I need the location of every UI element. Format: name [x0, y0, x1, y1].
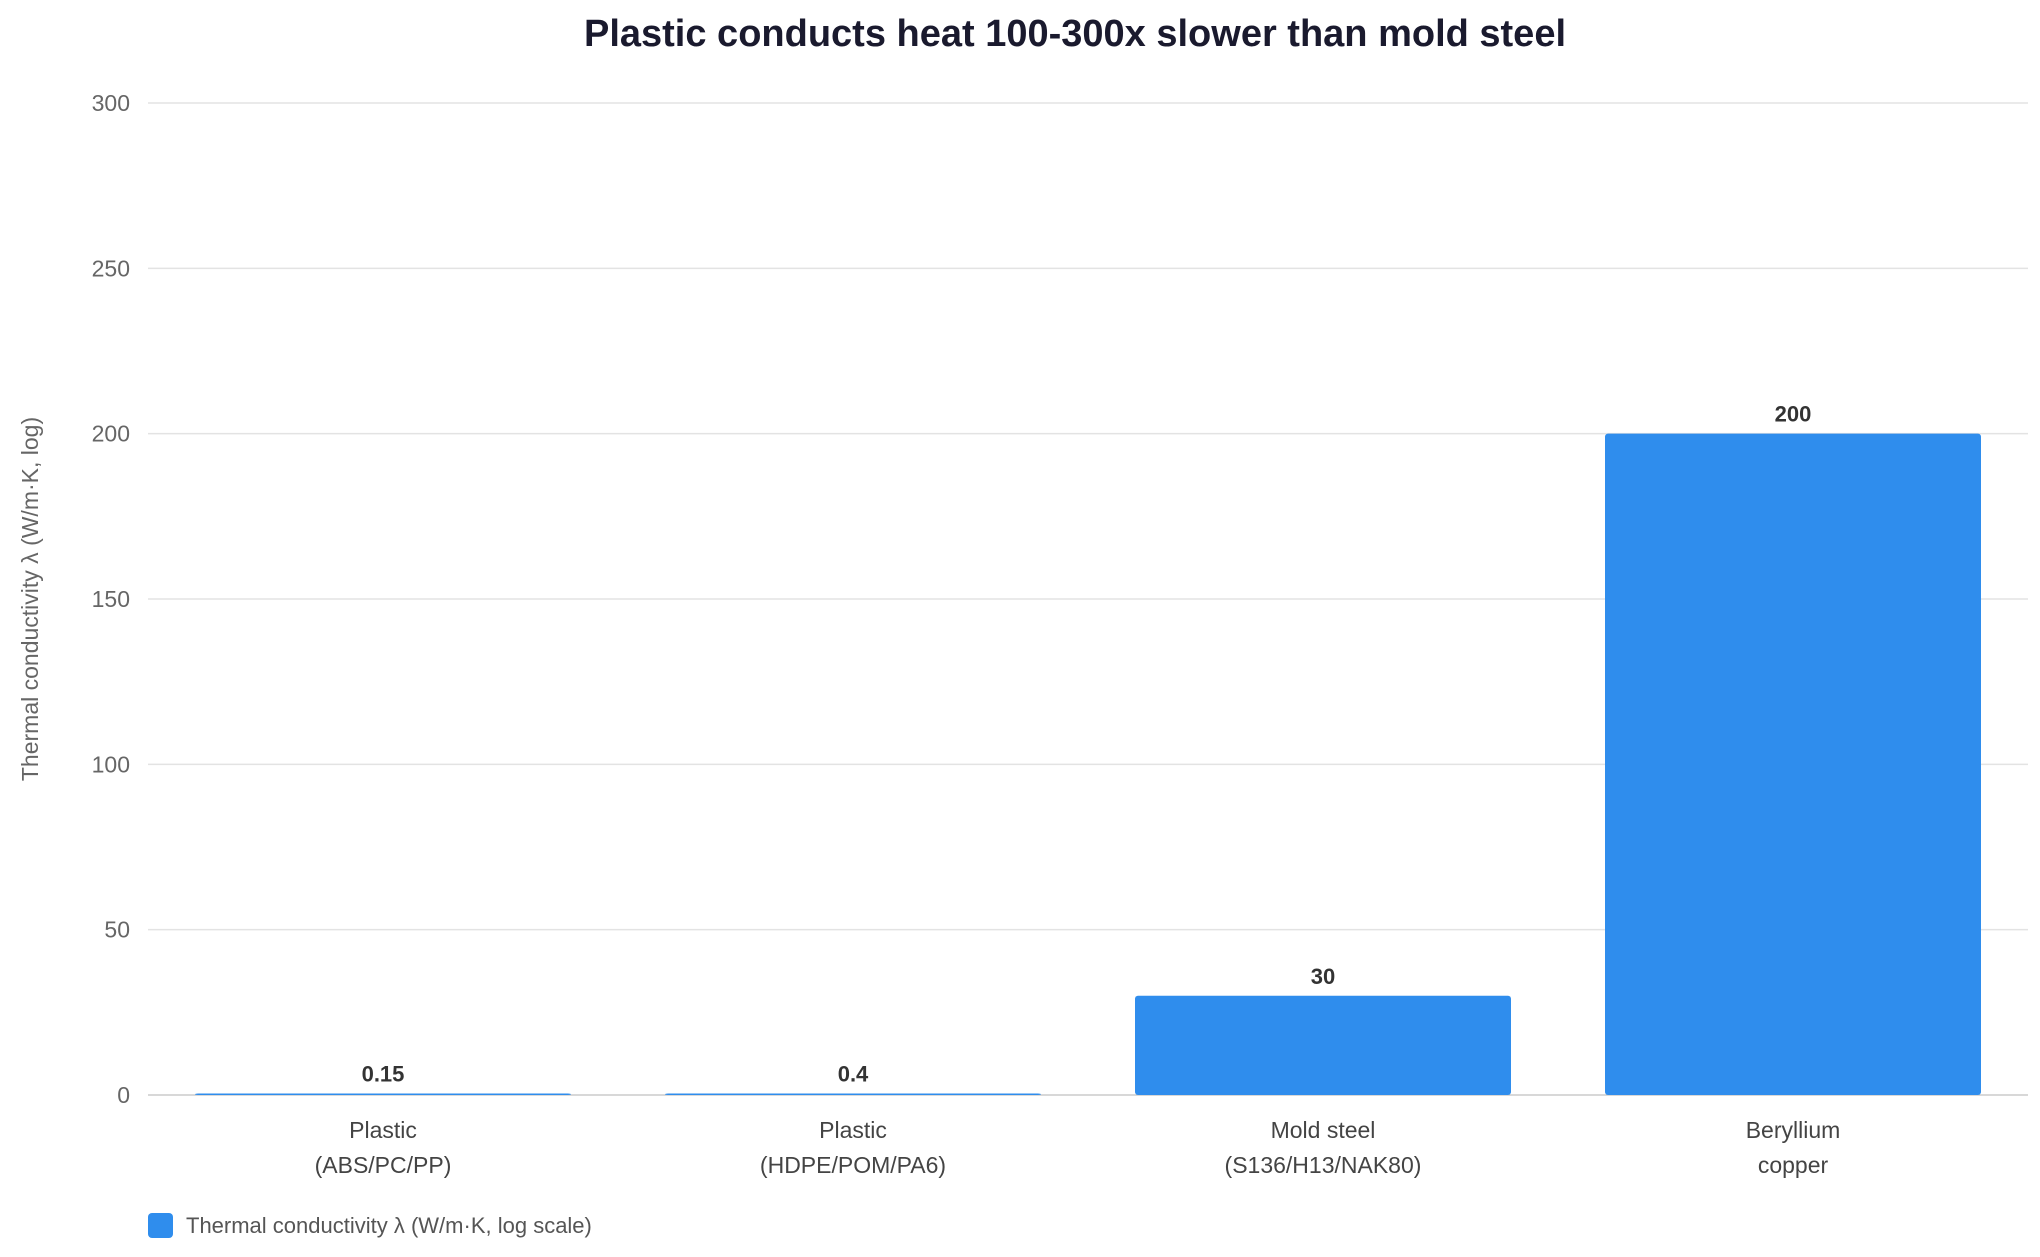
x-tick-label: copper [1758, 1152, 1829, 1178]
gridlines [148, 102, 2028, 1096]
x-tick-label: Plastic [349, 1117, 417, 1143]
x-tick-label: Plastic [819, 1117, 887, 1143]
x-tick-label: (S136/H13/NAK80) [1225, 1152, 1422, 1178]
y-axis-ticks: 0 50 100 150 200 250 300 [92, 90, 130, 1108]
x-tick-label: Mold steel [1271, 1117, 1376, 1143]
y-tick-label: 200 [92, 421, 130, 447]
x-tick-label: (HDPE/POM/PA6) [760, 1152, 946, 1178]
data-label: 0.15 [362, 1062, 405, 1087]
bars [195, 433, 1981, 1096]
y-tick-label: 0 [117, 1082, 130, 1108]
x-tick-label: Beryllium [1746, 1117, 1841, 1143]
x-axis-ticks: Plastic (ABS/PC/PP) Plastic (HDPE/POM/PA6) M… [315, 1117, 1841, 1178]
bar[interactable] [1135, 995, 1511, 1095]
y-tick-label: 150 [92, 586, 130, 612]
bar[interactable] [665, 1093, 1041, 1096]
data-label: 0.4 [838, 1062, 869, 1087]
bar[interactable] [195, 1093, 571, 1096]
legend[interactable]: Thermal conductivity λ (W/m·K, log scale… [148, 1213, 592, 1238]
y-tick-label: 300 [92, 90, 130, 116]
y-tick-label: 100 [92, 751, 130, 777]
y-axis-label: Thermal conductivity λ (W/m·K, log) [17, 417, 43, 781]
y-tick-label: 50 [104, 917, 130, 943]
bar[interactable] [1605, 433, 1981, 1096]
data-label: 200 [1775, 402, 1812, 427]
x-tick-label: (ABS/PC/PP) [315, 1152, 452, 1178]
y-tick-label: 250 [92, 255, 130, 281]
chart-title: Plastic conducts heat 100-300x slower th… [584, 13, 1566, 55]
data-labels: 0.15 0.4 30 200 [362, 402, 1812, 1087]
legend-label: Thermal conductivity λ (W/m·K, log scale… [186, 1213, 592, 1238]
data-label: 30 [1311, 964, 1335, 989]
legend-swatch [148, 1213, 173, 1238]
